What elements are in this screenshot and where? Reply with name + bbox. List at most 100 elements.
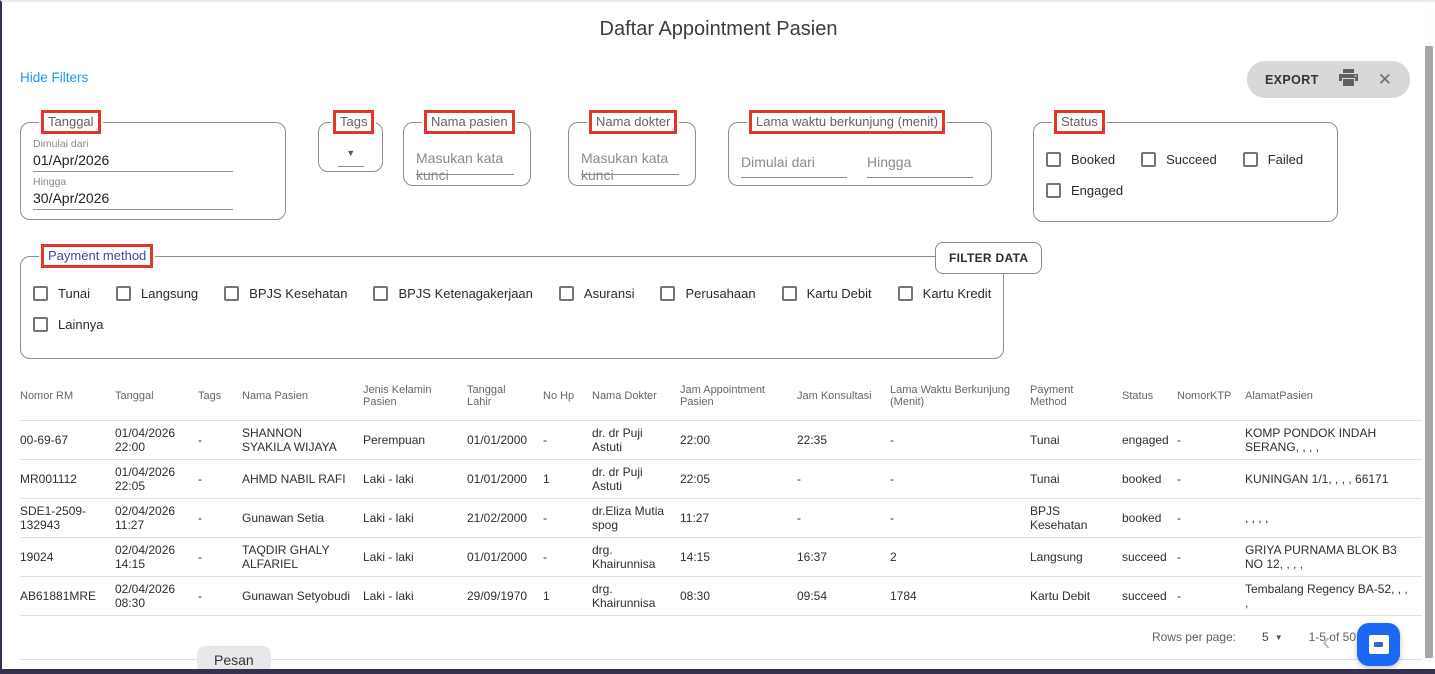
chevron-left-icon[interactable]: ‹ bbox=[1322, 626, 1331, 656]
filter-nama-pasien: Nama pasien Masukan kata kunci bbox=[403, 110, 531, 186]
table-cell: Perempuan bbox=[363, 420, 467, 460]
tanggal-to-label: Hingga bbox=[33, 176, 67, 188]
table-cell: Tunai bbox=[1030, 459, 1122, 499]
checkbox-icon[interactable] bbox=[660, 286, 676, 301]
table-cell: - bbox=[890, 420, 1030, 460]
tanggal-from-input[interactable]: 01/Apr/2026 bbox=[33, 150, 233, 172]
table-cell: 09:54 bbox=[797, 576, 890, 616]
table-cell: 19024 bbox=[20, 537, 115, 577]
table-cell: 01/01/2000 bbox=[467, 420, 543, 460]
chat-widget-button[interactable] bbox=[1357, 623, 1400, 666]
table-cell: 22:00 bbox=[680, 420, 797, 460]
nama-dokter-placeholder: Masukan kata kunci bbox=[581, 150, 669, 183]
export-button[interactable]: EXPORT bbox=[1264, 72, 1319, 87]
table-cell: 2 bbox=[890, 537, 1030, 577]
table-cell: - bbox=[1177, 537, 1245, 577]
table-row[interactable]: SDE1-2509-132943 02/04/2026 11:27- Gunawan… bbox=[20, 498, 1422, 538]
checkbox-kartu-debit[interactable]: Kartu Debit bbox=[781, 286, 872, 301]
checkbox-failed[interactable]: Failed bbox=[1242, 152, 1303, 167]
rows-per-page-select[interactable]: 5 ▼ bbox=[1262, 630, 1283, 644]
rows-per-page-label: Rows per page: bbox=[1151, 630, 1237, 644]
checkbox-label: BPJS Kesehatan bbox=[249, 286, 348, 301]
filter-data-button[interactable]: FILTER DATA bbox=[935, 242, 1043, 274]
table-header: AlamatPasien bbox=[1245, 372, 1422, 421]
checkbox-icon[interactable] bbox=[1242, 152, 1258, 167]
tags-select[interactable] bbox=[337, 166, 364, 167]
filter-tanggal-legend: Tanggal bbox=[41, 110, 101, 134]
table-row[interactable]: 00-69-67 01/04/2026 22:00 - SHANNON SYAKILA… bbox=[20, 420, 1422, 460]
checkbox-succeed[interactable]: Succeed bbox=[1141, 152, 1217, 167]
nama-dokter-input[interactable]: Masukan kata kunci bbox=[581, 150, 683, 188]
table-cell: Laki - laki bbox=[363, 498, 467, 538]
filter-status-legend: Status bbox=[1054, 110, 1105, 134]
filter-nama-dokter-legend: Nama dokter bbox=[589, 110, 678, 134]
checkbox-booked[interactable]: Booked bbox=[1046, 152, 1115, 167]
table-cell: - bbox=[1177, 576, 1245, 616]
table-header: Tanggal Lahir bbox=[467, 372, 543, 421]
table-cell: booked bbox=[1122, 459, 1177, 499]
checkbox-engaged[interactable]: Engaged bbox=[1046, 183, 1123, 198]
checkbox-icon[interactable] bbox=[33, 317, 48, 332]
checkbox-label: BPJS Ketenagakerjaan bbox=[398, 286, 533, 301]
table-cell: BPJS Kesehatan bbox=[1030, 498, 1122, 538]
table-row[interactable]: MR001112 01/04/2026 22:05- AHMD NABIL RAFI… bbox=[20, 459, 1422, 499]
nama-pasien-placeholder: Masukan kata kunci bbox=[416, 150, 504, 183]
checkbox-perusahaan[interactable]: Perusahaan bbox=[660, 286, 756, 301]
checkbox-kartu-kredit[interactable]: Kartu Kredit bbox=[897, 286, 992, 301]
table-cell: - bbox=[797, 498, 890, 538]
checkbox-bpjs-kesehatan[interactable]: BPJS Kesehatan bbox=[224, 286, 347, 301]
checkbox-asuransi[interactable]: Asuransi bbox=[558, 286, 634, 301]
table-cell: 01/04/2026 22:05 bbox=[115, 459, 198, 499]
nama-pasien-input[interactable]: Masukan kata kunci bbox=[416, 150, 518, 188]
filter-nama-dokter: Nama dokter Masukan kata kunci bbox=[568, 110, 696, 186]
table-cell: - bbox=[1177, 459, 1245, 499]
checkbox-bpjs-ketenagakerjaan[interactable]: BPJS Ketenagakerjaan bbox=[373, 286, 533, 301]
printer-icon[interactable] bbox=[1338, 68, 1358, 91]
window-frame-bottom bbox=[2, 669, 1435, 674]
checkbox-icon[interactable] bbox=[116, 286, 132, 301]
filter-payment-legend: Payment method bbox=[41, 244, 154, 268]
filter-lama-waktu-legend: Lama waktu berkunjung (menit) bbox=[749, 110, 946, 134]
scrollbar-thumb[interactable] bbox=[1425, 46, 1433, 658]
lama-waktu-from-input[interactable]: Dimulai dari bbox=[741, 154, 847, 178]
checkbox-label: Engaged bbox=[1071, 183, 1124, 198]
checkbox-icon[interactable] bbox=[897, 286, 913, 301]
pagination-range: 1-5 of 50 bbox=[1308, 630, 1356, 644]
checkbox-icon[interactable] bbox=[224, 286, 240, 301]
table-cell: 1 bbox=[543, 459, 592, 499]
checkbox-icon[interactable] bbox=[373, 286, 389, 301]
table-header: Status bbox=[1122, 372, 1177, 421]
table-cell: 01/04/2026 22:00 bbox=[115, 420, 198, 460]
checkbox-icon[interactable] bbox=[781, 286, 797, 301]
table-header: Lama Waktu Berkunjung (Menit) bbox=[890, 372, 1030, 421]
table-cell: SHANNON SYAKILA WIJAYA bbox=[242, 420, 363, 460]
table-row[interactable]: AB61881MRE 02/04/2026 08:30- Gunawan Setyo… bbox=[20, 576, 1422, 616]
table-cell: MR001112 bbox=[20, 459, 115, 499]
checkbox-icon[interactable] bbox=[1046, 152, 1061, 167]
table-cell: dr. dr Puji Astuti bbox=[592, 420, 680, 460]
tanggal-to-input[interactable]: 30/Apr/2026 bbox=[33, 188, 233, 210]
table-cell: booked bbox=[1122, 498, 1177, 538]
table-cell: 22:05 bbox=[680, 459, 797, 499]
checkbox-lainnya[interactable]: Lainnya bbox=[33, 317, 104, 332]
table-cell: 00-69-67 bbox=[20, 420, 115, 460]
checkbox-icon[interactable] bbox=[1046, 183, 1061, 198]
checkbox-icon[interactable] bbox=[558, 286, 574, 301]
table-cell: - bbox=[198, 576, 242, 616]
status-checkbox-group: Booked Succeed Failed Engaged bbox=[1046, 152, 1325, 198]
table-cell: dr. dr Puji Astuti bbox=[592, 459, 680, 499]
table-cell: 1784 bbox=[890, 576, 1030, 616]
checkbox-icon[interactable] bbox=[33, 286, 48, 301]
checkbox-langsung[interactable]: Langsung bbox=[116, 286, 198, 301]
chevron-down-icon[interactable]: ▼ bbox=[346, 148, 356, 158]
table-row[interactable]: 19024 02/04/2026 14:15- TAQDIR GHALY ALFAR… bbox=[20, 537, 1422, 577]
lama-waktu-to-input[interactable]: Hingga bbox=[867, 154, 973, 178]
checkbox-label: Tunai bbox=[58, 286, 91, 301]
hide-filters-link[interactable]: Hide Filters bbox=[20, 70, 89, 85]
close-icon[interactable]: ✕ bbox=[1377, 70, 1392, 89]
checkbox-label: Langsung bbox=[141, 286, 199, 301]
table-cell: 29/09/1970 bbox=[467, 576, 543, 616]
checkbox-label: Kartu Kredit bbox=[922, 286, 992, 301]
checkbox-icon[interactable] bbox=[1141, 152, 1157, 167]
checkbox-tunai[interactable]: Tunai bbox=[33, 286, 90, 301]
